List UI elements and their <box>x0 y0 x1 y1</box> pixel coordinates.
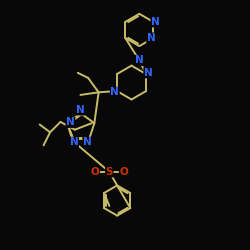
Text: N: N <box>144 68 153 78</box>
Text: N: N <box>83 137 92 147</box>
Text: N: N <box>151 17 160 27</box>
Text: N: N <box>70 137 78 147</box>
Text: N: N <box>135 56 144 66</box>
Text: N: N <box>110 87 119 97</box>
Text: S: S <box>106 167 113 177</box>
Text: N: N <box>147 33 156 43</box>
Text: N: N <box>76 105 85 115</box>
Text: O: O <box>119 167 128 177</box>
Text: O: O <box>91 167 100 177</box>
Text: N: N <box>66 118 75 128</box>
